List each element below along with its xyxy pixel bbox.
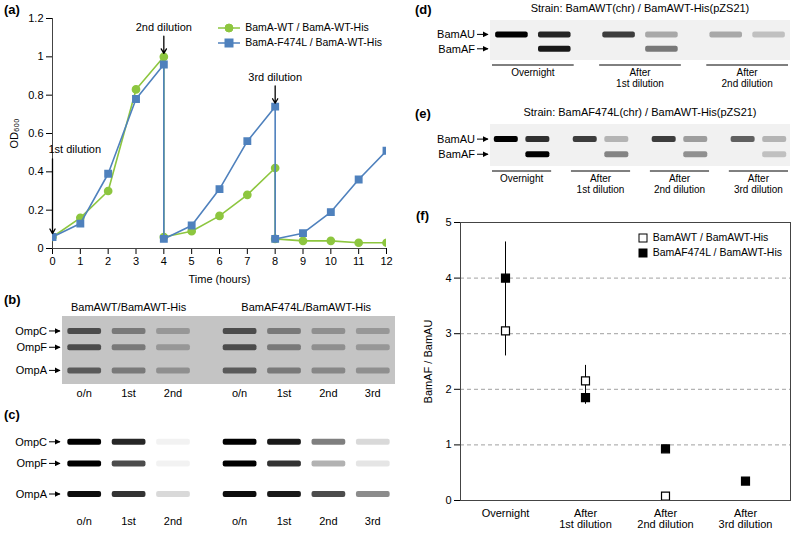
svg-text:Strain: BamAWT(chr) / BamAWT-H: Strain: BamAWT(chr) / BamAWT-His(pZS21): [531, 2, 750, 14]
svg-text:4: 4: [161, 255, 167, 267]
svg-text:After3rd dilution: After3rd dilution: [719, 507, 773, 530]
svg-text:3: 3: [445, 327, 451, 339]
svg-text:Overnight: Overnight: [482, 507, 530, 519]
svg-text:5: 5: [445, 216, 451, 228]
html-text:BamAF474L / BamAWT-His: BamAF474L / BamAWT-His: [652, 246, 782, 258]
svg-text:2: 2: [445, 383, 451, 395]
svg-text:OmpC: OmpC: [15, 325, 47, 337]
html-text:BamA-WT / BamA-WT-His: BamA-WT / BamA-WT-His: [245, 21, 369, 33]
svg-text:OmpF: OmpF: [16, 341, 47, 353]
svg-text:2: 2: [105, 255, 111, 267]
svg-text:After2nd dilution: After2nd dilution: [654, 173, 705, 195]
svg-text:1st: 1st: [277, 515, 292, 527]
svg-text:(d): (d): [415, 2, 432, 17]
svg-text:1: 1: [445, 438, 451, 450]
svg-text:OmpA: OmpA: [16, 488, 48, 500]
svg-text:0: 0: [37, 242, 43, 254]
svg-text:(e): (e): [415, 106, 431, 121]
svg-text:BamAF / BamAU: BamAF / BamAU: [422, 320, 434, 404]
svg-text:OmpA: OmpA: [16, 364, 48, 376]
svg-text:1st: 1st: [121, 515, 136, 527]
svg-text:6: 6: [216, 255, 222, 267]
svg-text:BamAU: BamAU: [437, 133, 475, 145]
svg-text:After1st dilution: After1st dilution: [577, 173, 625, 195]
svg-text:12: 12: [380, 255, 392, 267]
svg-text:0: 0: [445, 494, 451, 506]
svg-text:BamAF: BamAF: [438, 148, 475, 160]
svg-text:1: 1: [77, 255, 83, 267]
svg-text:After3rd dilution: After3rd dilution: [734, 173, 783, 195]
svg-text:After1st dilution: After1st dilution: [559, 507, 612, 530]
svg-text:0: 0: [49, 255, 55, 267]
svg-text:Strain: BamAF474L(chr) / BamAW: Strain: BamAF474L(chr) / BamAWT-His(pZS2…: [523, 106, 756, 118]
svg-text:2nd: 2nd: [319, 515, 337, 527]
svg-text:2nd: 2nd: [164, 387, 182, 399]
svg-text:0.6: 0.6: [28, 127, 43, 139]
svg-text:3rd: 3rd: [365, 387, 381, 399]
svg-text:2nd: 2nd: [319, 387, 337, 399]
svg-text:1st dilution: 1st dilution: [49, 143, 102, 155]
svg-text:1: 1: [37, 50, 43, 62]
svg-text:o/n: o/n: [77, 515, 92, 527]
svg-text:OD₆₀₀: OD₆₀₀: [8, 118, 20, 148]
svg-text:4: 4: [445, 272, 451, 284]
svg-text:0.4: 0.4: [28, 165, 43, 177]
svg-text:BamAU: BamAU: [437, 28, 475, 40]
svg-text:7: 7: [244, 255, 250, 267]
svg-text:(c): (c): [4, 407, 20, 422]
svg-text:9: 9: [300, 255, 306, 267]
svg-text:After1st dilution: After1st dilution: [616, 67, 664, 89]
svg-text:2nd: 2nd: [164, 515, 182, 527]
svg-text:o/n: o/n: [232, 387, 247, 399]
svg-text:1st: 1st: [121, 387, 136, 399]
svg-text:(b): (b): [4, 292, 21, 307]
svg-text:o/n: o/n: [77, 387, 92, 399]
html-text:(a): (a): [4, 2, 20, 17]
svg-text:OmpF: OmpF: [16, 457, 47, 469]
svg-text:11: 11: [353, 255, 364, 267]
svg-text:Overnight: Overnight: [511, 67, 555, 78]
svg-text:1st: 1st: [277, 387, 292, 399]
svg-text:1.2: 1.2: [28, 12, 43, 24]
svg-text:3: 3: [133, 255, 139, 267]
svg-text:10: 10: [325, 255, 337, 267]
svg-text:BamAF: BamAF: [438, 43, 475, 55]
svg-text:8: 8: [272, 255, 278, 267]
svg-text:o/n: o/n: [232, 515, 247, 527]
svg-text:Time (hours): Time (hours): [189, 273, 251, 285]
svg-text:After2nd dilution: After2nd dilution: [637, 507, 693, 530]
html-text:BamA-F474L / BamA-WT-His: BamA-F474L / BamA-WT-His: [245, 36, 382, 48]
svg-text:2nd dilution: 2nd dilution: [136, 21, 192, 33]
svg-text:5: 5: [189, 255, 195, 267]
svg-text:OmpC: OmpC: [15, 436, 47, 448]
svg-text:BamAF474L/BamAWT-His: BamAF474L/BamAWT-His: [241, 301, 371, 313]
svg-text:0.8: 0.8: [28, 89, 43, 101]
svg-text:0.2: 0.2: [28, 204, 43, 216]
svg-text:After2nd dilution: After2nd dilution: [722, 67, 773, 89]
html-text:BamAWT / BamAWT-His: BamAWT / BamAWT-His: [652, 231, 769, 243]
svg-text:3rd: 3rd: [365, 515, 381, 527]
svg-text:BamAWT/BamAWT-His: BamAWT/BamAWT-His: [71, 301, 187, 313]
svg-text:Overnight: Overnight: [500, 173, 544, 184]
svg-text:3rd dilution: 3rd dilution: [248, 71, 302, 83]
html-text:(f): (f): [416, 208, 429, 223]
